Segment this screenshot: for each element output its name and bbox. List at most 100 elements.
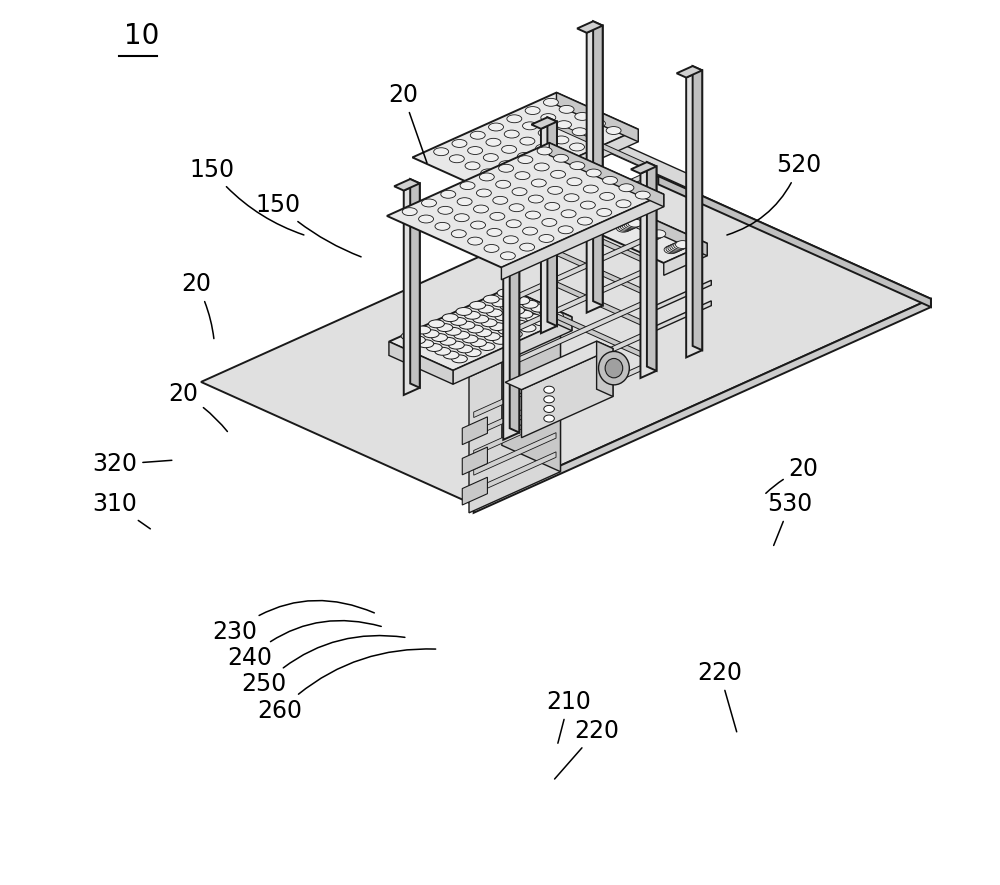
Ellipse shape (438, 206, 453, 214)
Polygon shape (503, 263, 656, 337)
Ellipse shape (548, 187, 563, 195)
Ellipse shape (487, 309, 502, 317)
Text: 230: 230 (212, 601, 374, 643)
Ellipse shape (506, 293, 521, 301)
Ellipse shape (551, 171, 566, 178)
Ellipse shape (597, 209, 612, 217)
Polygon shape (577, 21, 603, 33)
Ellipse shape (575, 112, 590, 120)
Ellipse shape (522, 300, 538, 308)
Polygon shape (501, 195, 664, 280)
Ellipse shape (603, 176, 618, 184)
Ellipse shape (415, 326, 431, 334)
Ellipse shape (559, 105, 574, 113)
Ellipse shape (483, 154, 498, 162)
Ellipse shape (544, 396, 554, 403)
Ellipse shape (537, 147, 552, 155)
Ellipse shape (517, 152, 532, 160)
Ellipse shape (576, 199, 590, 207)
Polygon shape (503, 358, 656, 433)
Ellipse shape (506, 219, 521, 227)
Polygon shape (547, 118, 557, 326)
Ellipse shape (545, 203, 560, 211)
Ellipse shape (452, 140, 467, 148)
Ellipse shape (525, 212, 540, 219)
Polygon shape (503, 168, 656, 242)
Polygon shape (503, 327, 656, 401)
Ellipse shape (471, 221, 486, 229)
Polygon shape (387, 142, 664, 267)
Ellipse shape (464, 312, 480, 319)
Ellipse shape (490, 323, 505, 331)
Polygon shape (647, 162, 656, 371)
Ellipse shape (571, 202, 585, 210)
Ellipse shape (502, 145, 517, 153)
Ellipse shape (590, 119, 605, 127)
Ellipse shape (459, 321, 475, 329)
Polygon shape (469, 335, 560, 512)
Ellipse shape (435, 347, 451, 355)
Polygon shape (677, 66, 702, 78)
Ellipse shape (586, 169, 601, 177)
Ellipse shape (600, 192, 615, 200)
Polygon shape (556, 93, 638, 142)
Text: 220: 220 (555, 719, 619, 779)
Ellipse shape (531, 179, 546, 187)
Polygon shape (658, 176, 931, 307)
Polygon shape (462, 477, 487, 505)
Ellipse shape (486, 138, 501, 146)
Ellipse shape (489, 123, 504, 131)
Ellipse shape (520, 137, 535, 145)
Ellipse shape (454, 214, 469, 221)
Ellipse shape (468, 147, 483, 155)
Ellipse shape (626, 220, 640, 228)
Ellipse shape (650, 231, 664, 239)
Ellipse shape (635, 191, 650, 199)
Ellipse shape (476, 189, 491, 197)
Ellipse shape (574, 200, 588, 208)
Polygon shape (547, 310, 656, 364)
Polygon shape (494, 224, 519, 235)
Polygon shape (522, 349, 613, 438)
Ellipse shape (598, 211, 612, 219)
Text: 240: 240 (227, 620, 381, 670)
Ellipse shape (497, 289, 513, 296)
Polygon shape (547, 119, 656, 173)
Ellipse shape (572, 201, 587, 209)
Ellipse shape (441, 190, 456, 198)
Ellipse shape (517, 311, 533, 319)
Ellipse shape (561, 210, 576, 218)
Ellipse shape (471, 339, 486, 347)
Ellipse shape (619, 184, 634, 192)
Text: 150: 150 (189, 158, 304, 235)
Ellipse shape (642, 235, 656, 242)
Text: 20: 20 (766, 457, 818, 493)
Polygon shape (494, 129, 638, 206)
Text: 530: 530 (768, 492, 813, 545)
Polygon shape (410, 179, 420, 388)
Ellipse shape (468, 237, 483, 245)
Ellipse shape (666, 245, 680, 253)
Ellipse shape (451, 230, 466, 238)
Ellipse shape (457, 197, 472, 205)
Ellipse shape (616, 200, 631, 208)
Polygon shape (503, 199, 656, 274)
Ellipse shape (465, 162, 480, 170)
Polygon shape (664, 243, 707, 275)
Polygon shape (547, 278, 656, 332)
Ellipse shape (506, 330, 522, 338)
Ellipse shape (470, 301, 486, 309)
Ellipse shape (402, 208, 417, 216)
Ellipse shape (531, 304, 547, 312)
Ellipse shape (479, 342, 495, 350)
Ellipse shape (499, 165, 514, 173)
Ellipse shape (496, 181, 511, 189)
Ellipse shape (618, 223, 632, 231)
Ellipse shape (594, 212, 609, 220)
Ellipse shape (445, 327, 461, 335)
Polygon shape (510, 224, 519, 433)
Text: 320: 320 (92, 452, 172, 476)
Text: 20: 20 (182, 273, 214, 339)
Ellipse shape (484, 244, 499, 252)
Ellipse shape (452, 355, 467, 363)
